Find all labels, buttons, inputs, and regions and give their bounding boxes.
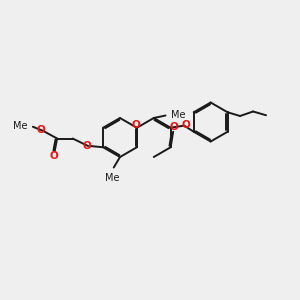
Text: O: O xyxy=(169,122,178,133)
Text: O: O xyxy=(82,140,91,151)
Text: Me: Me xyxy=(14,121,28,131)
Text: O: O xyxy=(131,119,140,130)
Text: Me: Me xyxy=(105,172,120,182)
Text: O: O xyxy=(37,124,45,134)
Text: O: O xyxy=(50,151,58,161)
Text: O: O xyxy=(182,119,190,130)
Text: Me: Me xyxy=(171,110,186,120)
